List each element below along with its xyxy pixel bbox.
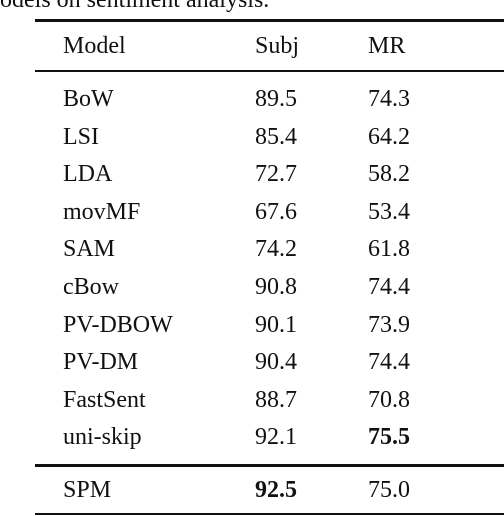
table-cell: SPM	[63, 477, 112, 503]
table-cell: 74.3	[368, 86, 410, 112]
table-cell: 89.5	[255, 86, 297, 112]
table-cell: 90.1	[255, 311, 297, 338]
table-cell: 74.4	[368, 274, 410, 300]
table-cell: 58.2	[368, 161, 410, 188]
table-cell: 90.8	[255, 274, 297, 300]
table-cell: 92.1	[255, 424, 297, 451]
top-rule	[35, 19, 504, 22]
table-cell: 74.4	[368, 349, 410, 376]
table-cell: uni-skip	[63, 424, 142, 451]
bottom-rule	[35, 513, 504, 515]
caption: odels on sentiment analysis.	[0, 0, 270, 13]
table-cell: FastSent	[63, 386, 146, 413]
table-cell: 53.4	[368, 198, 410, 225]
table-cell: 85.4	[255, 123, 297, 150]
table-cell: 72.7	[255, 161, 297, 188]
table-cell: 61.8	[368, 236, 410, 263]
header-cell: Subj	[255, 33, 300, 59]
table-cell: SAM	[63, 236, 116, 263]
header-rule	[35, 70, 504, 72]
table-cell: 67.6	[255, 198, 297, 225]
table-cell: movMF	[63, 198, 141, 225]
table-cell: 92.5	[255, 477, 297, 503]
table-cell: 90.4	[255, 349, 297, 376]
table-cell: 64.2	[368, 123, 410, 150]
table-cell: 74.2	[255, 236, 297, 263]
table-cell: LDA	[63, 161, 113, 188]
table-cell: 70.8	[368, 386, 410, 413]
table-cell: BoW	[63, 86, 114, 112]
table-cell: PV-DBOW	[63, 311, 173, 338]
header-cell: Model	[63, 33, 126, 59]
table-cell: PV-DM	[63, 349, 139, 376]
table-cell: 88.7	[255, 386, 297, 413]
table-cell: 73.9	[368, 311, 410, 338]
table-cell: cBow	[63, 274, 119, 300]
table-cell: 75.5	[368, 424, 410, 451]
mid-rule	[35, 464, 504, 467]
table-cell: 75.0	[368, 477, 410, 503]
header-cell: MR	[368, 33, 406, 59]
table-cell: LSI	[63, 123, 99, 150]
